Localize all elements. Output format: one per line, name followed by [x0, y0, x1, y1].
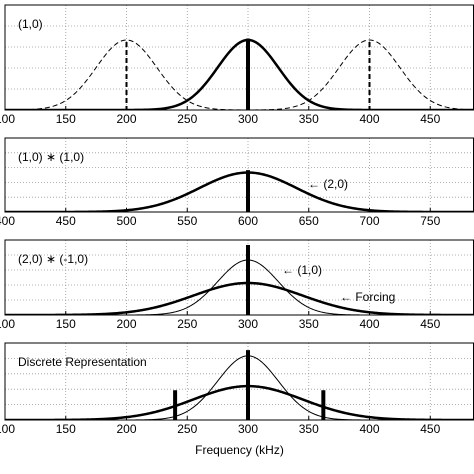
x-tick-label: 750 — [420, 214, 440, 228]
plot-area — [5, 5, 474, 110]
x-tick-label: 250 — [177, 112, 197, 126]
x-tick-label: 200 — [116, 317, 136, 331]
x-tick-label: 100 — [0, 317, 15, 331]
curve — [5, 259, 474, 315]
x-tick-label: 300 — [238, 422, 258, 436]
x-tick-label: 200 — [116, 112, 136, 126]
x-tick-label: 600 — [238, 214, 258, 228]
x-tick-label: 400 — [359, 422, 379, 436]
x-tick-label: 100 — [0, 112, 15, 126]
x-tick-label: 450 — [420, 317, 440, 331]
annotation: (1,0) ∗ (1,0) — [18, 150, 84, 164]
curve-label: ← Forcing — [340, 290, 395, 304]
x-tick-label: 200 — [116, 422, 136, 436]
x-tick-label: 150 — [56, 112, 76, 126]
x-tick-label: 650 — [299, 214, 319, 228]
curve — [5, 384, 474, 420]
curve — [5, 355, 474, 420]
x-tick-label: 400 — [359, 112, 379, 126]
x-tick-label: 350 — [299, 422, 319, 436]
curve — [5, 39, 474, 110]
x-tick-label: 150 — [56, 422, 76, 436]
frame — [4, 4, 474, 111]
x-tick-label: 400 — [0, 214, 15, 228]
x-tick-label: 700 — [359, 214, 379, 228]
x-tick-label: 400 — [359, 317, 379, 331]
curve — [5, 39, 474, 110]
x-tick-label: 300 — [238, 317, 258, 331]
x-tick-label: 250 — [177, 422, 197, 436]
x-tick-label: 150 — [56, 317, 76, 331]
frame — [4, 137, 474, 213]
curve — [5, 38, 474, 110]
x-tick-label: 450 — [420, 112, 440, 126]
x-tick-label: 250 — [177, 317, 197, 331]
x-tick-label: 350 — [299, 112, 319, 126]
x-tick-label: 100 — [0, 422, 15, 436]
x-axis-label: Frequency (kHz) — [195, 443, 284, 457]
curve — [5, 171, 474, 212]
x-tick-label: 300 — [238, 112, 258, 126]
annotation: Discrete Representation — [18, 355, 147, 369]
x-tick-label: 450 — [56, 214, 76, 228]
curve-label: ← (1,0) — [282, 263, 322, 277]
curve-label: ← (2,0) — [308, 177, 348, 191]
x-tick-label: 450 — [420, 422, 440, 436]
annotation: (2,0) ∗ (-1,0) — [18, 252, 88, 266]
annotation: (1,0) — [18, 17, 43, 31]
x-tick-label: 500 — [116, 214, 136, 228]
curve — [5, 281, 474, 315]
x-tick-label: 350 — [299, 317, 319, 331]
x-tick-label: 550 — [177, 214, 197, 228]
